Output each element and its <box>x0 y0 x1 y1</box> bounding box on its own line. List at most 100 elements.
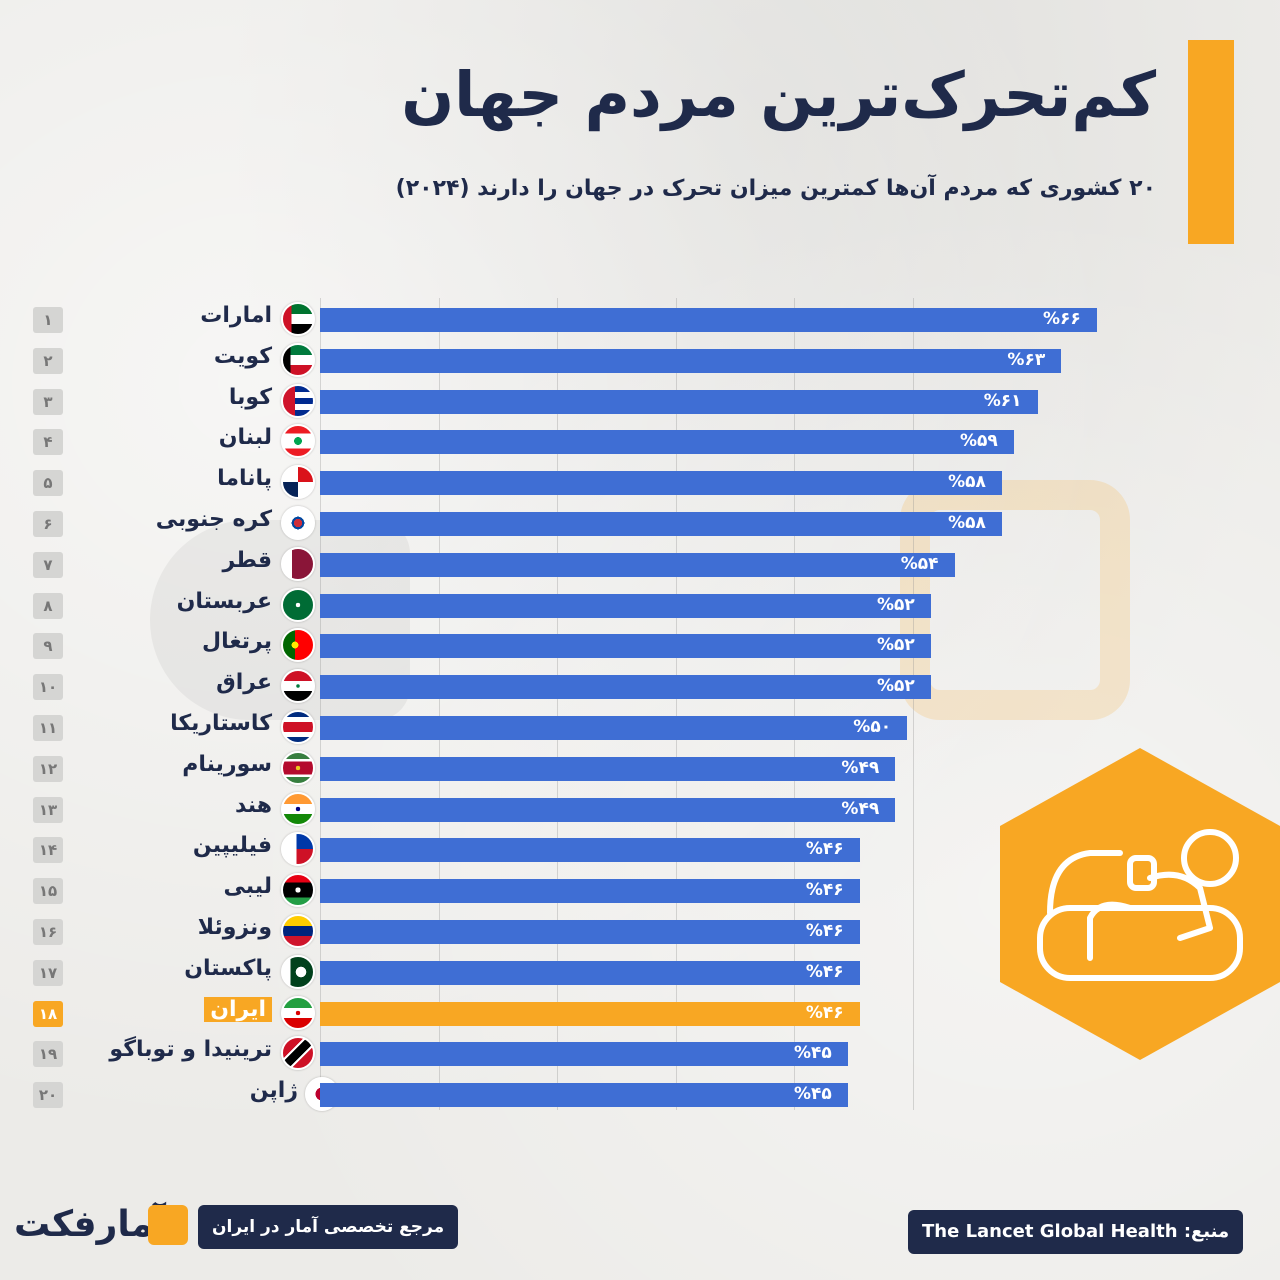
country-label: لیبی <box>223 874 272 900</box>
page-title: کم‌تحرک‌ترین مردم جهان <box>401 58 1156 131</box>
rank-badge: ۱۲ <box>33 755 63 782</box>
source-badge: منبع: The Lancet Global Health <box>908 1210 1244 1254</box>
rank-badge: ۲ <box>33 347 63 374</box>
grid-line <box>912 298 914 1110</box>
rank-badge: ۱۰ <box>33 674 63 701</box>
brand-logo-icon <box>148 1205 188 1245</box>
page-subtitle: ۲۰ کشوری که مردم آن‌ها کمترین میزان تحرک… <box>395 176 1156 201</box>
country-label: کوبا <box>228 384 272 410</box>
country-label: لبنان <box>218 425 272 451</box>
country-label: امارات <box>200 303 272 328</box>
rank-badge: ۱۳ <box>33 796 63 823</box>
country-label: عراق <box>216 670 272 696</box>
bar <box>320 797 896 822</box>
country-label: کاستاریکا <box>170 711 272 736</box>
bar <box>320 675 931 700</box>
country-label: کویت <box>213 343 272 369</box>
rank-badge: ۹ <box>33 633 63 660</box>
bar <box>320 634 931 659</box>
bar-value-label: %۵۸ <box>948 513 986 533</box>
suriname-flag-icon <box>281 750 315 785</box>
bar-value-label: %۴۶ <box>805 839 844 860</box>
iraq-flag-icon <box>281 669 315 704</box>
rank-badge: ۱۶ <box>33 919 63 945</box>
rank-badge: ۵ <box>33 470 63 497</box>
country-label: سورینام <box>182 751 272 777</box>
portugal-flag-icon <box>281 628 315 663</box>
bar-value-label: %۵۲ <box>877 594 915 615</box>
bar <box>320 308 1097 332</box>
rank-badge: ۱۹ <box>33 1041 63 1068</box>
lebanon-flag-icon <box>281 424 315 459</box>
qatar-flag-icon <box>281 546 315 581</box>
bar-value-label: %۴۶ <box>805 921 844 941</box>
bar <box>320 389 1038 414</box>
rank-badge: ۱۴ <box>33 837 63 864</box>
bar-value-label: %۴۶ <box>805 961 844 982</box>
bar-value-label: %۶۶ <box>1043 309 1081 329</box>
bar <box>320 552 955 577</box>
costa-rica-flag-icon <box>281 710 315 744</box>
bar <box>320 920 860 944</box>
rank-badge: ۱۷ <box>33 959 63 986</box>
bar-value-label: %۴۵ <box>794 1084 832 1105</box>
bar <box>320 756 896 781</box>
cuba-flag-icon <box>281 383 315 418</box>
grid-line <box>557 298 558 1110</box>
rank-badge: ۳ <box>33 388 63 415</box>
country-label: فیلیپین <box>192 833 272 859</box>
bar <box>320 1042 848 1067</box>
bar <box>320 471 1003 496</box>
grid-line <box>438 298 440 1110</box>
bar-value-label: %۴۵ <box>794 1043 832 1064</box>
bar-value-label: %۵۲ <box>877 676 915 697</box>
country-label: ونزوئلا <box>197 915 272 940</box>
country-label: ژاپن <box>249 1078 298 1104</box>
philippines-flag-icon <box>281 832 315 867</box>
rank-badge: ۸ <box>33 592 63 619</box>
bar <box>320 512 1003 536</box>
bar <box>320 1001 860 1026</box>
iran-flag-icon <box>281 995 315 1030</box>
country-label: عربستان <box>176 588 272 614</box>
country-label: هند <box>235 792 272 818</box>
kuwait-flag-icon <box>281 342 315 377</box>
rank-badge: ۱۸ <box>33 1000 63 1027</box>
bar-value-label: %۴۹ <box>841 798 880 819</box>
bar <box>320 430 1014 455</box>
bar-value-label: %۵۸ <box>948 472 986 493</box>
bar-value-label: %۴۹ <box>841 757 880 778</box>
grid-line <box>320 298 321 1110</box>
bar <box>320 1083 848 1108</box>
country-label: قطر <box>222 547 272 573</box>
grid-line <box>794 298 795 1110</box>
libya-flag-icon <box>281 873 315 908</box>
bar-value-label: %۶۳ <box>1007 349 1046 370</box>
bar-value-label: %۵۲ <box>877 635 915 656</box>
country-label: ایران <box>204 996 272 1022</box>
bar <box>320 348 1062 373</box>
country-label: ترینیدا و توباگو <box>109 1037 272 1063</box>
panama-flag-icon <box>281 465 315 500</box>
south-korea-flag-icon <box>281 506 315 540</box>
bar <box>320 593 931 618</box>
couch-person-icon <box>1037 829 1243 981</box>
rank-badge: ۱۵ <box>33 878 63 905</box>
bar-value-label: %۵۹ <box>960 431 998 452</box>
country-label: پاناما <box>217 466 272 492</box>
country-label: پاکستان <box>184 955 272 981</box>
bar-value-label: %۴۶ <box>805 880 844 901</box>
venezuela-flag-icon <box>281 914 315 948</box>
title-accent-bar <box>1188 40 1234 244</box>
bar-value-label: %۵۰ <box>853 717 892 737</box>
bar <box>320 838 860 863</box>
trinidad-tobago-flag-icon <box>281 1036 315 1071</box>
rank-badge: ۶ <box>33 511 63 537</box>
bar <box>320 879 860 904</box>
bar <box>320 716 908 740</box>
rank-badge: ۱ <box>33 307 63 333</box>
saudi-arabia-flag-icon <box>281 587 315 622</box>
bar-value-label: %۵۴ <box>900 553 939 574</box>
grid-line <box>675 298 677 1110</box>
